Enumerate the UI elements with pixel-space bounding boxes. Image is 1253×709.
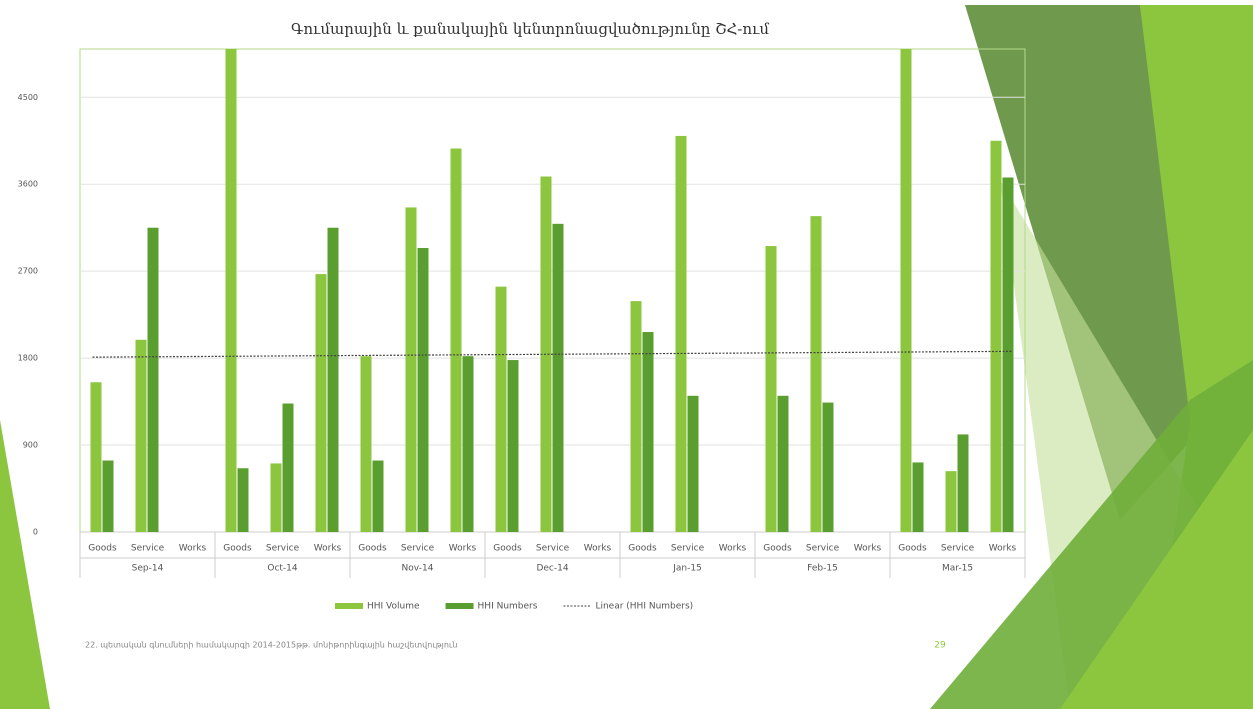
bar (271, 463, 282, 532)
group-label: Feb-15 (807, 564, 838, 574)
bar (238, 468, 249, 532)
y-tick-label: 4500 (18, 93, 38, 102)
legend-label: HHI Numbers (478, 602, 538, 612)
bar (913, 462, 924, 532)
x-tick-label: Service (131, 544, 165, 554)
bar (778, 396, 789, 532)
x-tick-label: Service (941, 544, 975, 554)
y-tick-label: 2700 (18, 267, 38, 276)
bar (91, 382, 102, 532)
y-tick-label: 0 (33, 528, 38, 537)
page: Գումարային և քանակային կենտրոնացվածությո… (0, 0, 1253, 709)
group-label: Mar-15 (942, 564, 973, 574)
y-tick-label: 900 (23, 441, 38, 450)
legend-swatch (335, 603, 363, 609)
bar (553, 224, 564, 532)
bar (316, 274, 327, 532)
x-tick-label: Works (989, 544, 1017, 554)
bar (1003, 177, 1014, 532)
bar (676, 136, 687, 532)
decor (0, 420, 50, 709)
bar (643, 332, 654, 532)
x-tick-label: Works (179, 544, 207, 554)
x-tick-label: Goods (358, 544, 387, 554)
bar (328, 228, 339, 532)
y-tick-label: 3600 (18, 180, 38, 189)
x-tick-label: Goods (628, 544, 657, 554)
footer: 22. պետական գնումների համակարգի 2014-201… (85, 641, 457, 650)
legend-label: Linear (HHI Numbers) (595, 602, 693, 612)
bar (226, 49, 237, 532)
x-tick-label: Goods (88, 544, 117, 554)
bar (496, 287, 507, 532)
legend-label: HHI Volume (367, 602, 420, 612)
group-label: Oct-14 (267, 564, 298, 574)
bar (958, 434, 969, 532)
x-tick-label: Service (266, 544, 300, 554)
bar (766, 246, 777, 532)
bar (451, 148, 462, 532)
bar (463, 356, 474, 532)
bar (103, 461, 114, 532)
bar (136, 340, 147, 532)
x-tick-label: Goods (493, 544, 522, 554)
slide: Գումարային և քանակային կենտրոնացվածությո… (0, 0, 1253, 709)
x-tick-label: Goods (763, 544, 792, 554)
bar (508, 360, 519, 532)
x-tick-label: Service (806, 544, 840, 554)
legend-swatch (446, 603, 474, 609)
x-tick-label: Service (671, 544, 705, 554)
chart-title: Գումարային և քանակային կենտրոնացվածությո… (291, 20, 769, 38)
bar (361, 356, 372, 532)
x-tick-label: Works (719, 544, 747, 554)
bar (823, 403, 834, 532)
x-tick-label: Service (536, 544, 570, 554)
bar (148, 228, 159, 532)
x-tick-label: Goods (898, 544, 927, 554)
bar (631, 301, 642, 532)
bar (946, 471, 957, 532)
bar (373, 461, 384, 532)
group-label: Sep-14 (132, 564, 164, 574)
bar (688, 396, 699, 532)
bar (811, 216, 822, 532)
x-tick-label: Works (314, 544, 342, 554)
bar (901, 49, 912, 532)
x-tick-label: Works (854, 544, 882, 554)
bar (418, 248, 429, 532)
bar (991, 141, 1002, 532)
group-label: Dec-14 (536, 564, 568, 574)
group-label: Jan-15 (672, 564, 702, 574)
x-tick-label: Goods (223, 544, 252, 554)
x-tick-label: Works (449, 544, 477, 554)
x-tick-label: Works (584, 544, 612, 554)
bar (406, 207, 417, 532)
page-number: 29 (934, 641, 946, 651)
bar (283, 404, 294, 532)
y-tick-label: 1800 (18, 354, 38, 363)
group-label: Nov-14 (401, 564, 433, 574)
x-tick-label: Service (401, 544, 435, 554)
